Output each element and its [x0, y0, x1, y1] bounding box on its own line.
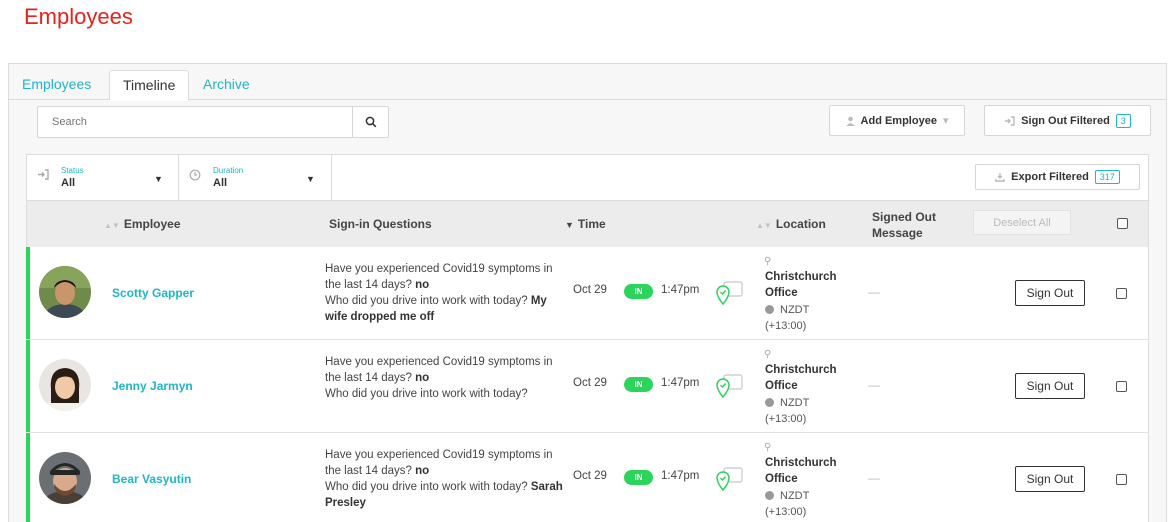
- sign-out-button[interactable]: Sign Out: [1015, 466, 1085, 492]
- employee-name[interactable]: Jenny Jarmyn: [112, 379, 193, 393]
- signed-out-message: —: [868, 378, 880, 392]
- globe-icon: [765, 305, 774, 314]
- tab-bar: Employees Timeline Archive: [9, 64, 1166, 101]
- map-pin-icon: ⚲: [764, 442, 772, 453]
- sign-in-questions: Have you experienced Covid19 symptoms in…: [325, 356, 553, 400]
- column-location[interactable]: ▲▼ Location: [756, 217, 826, 231]
- search-button[interactable]: [352, 106, 389, 138]
- row-status-bar: [26, 433, 30, 522]
- status-badge: IN: [624, 377, 653, 392]
- table-row: Bear Vasyutin Have you experienced Covid…: [26, 433, 1149, 522]
- status-badge: IN: [624, 284, 653, 299]
- export-filtered-count: 317: [1094, 170, 1120, 184]
- chevron-down-icon: ▾: [942, 115, 949, 127]
- status-filter-label: Status: [61, 166, 84, 175]
- duration-filter[interactable]: Duration All ▼: [179, 155, 332, 200]
- status-filter-value: All: [61, 177, 76, 189]
- sort-desc-icon: ▼: [565, 220, 574, 230]
- avatar: [39, 452, 91, 504]
- sign-out-icon: [1005, 115, 1015, 126]
- sign-in-questions: Have you experienced Covid19 symptoms in…: [325, 449, 563, 509]
- location-name: Christchurch Office: [765, 457, 837, 485]
- employees-panel: Employees Timeline Archive Add Employee …: [8, 63, 1167, 522]
- timezone: NZDT (+13:00): [765, 397, 810, 425]
- export-filtered-label: Export Filtered: [1011, 171, 1089, 183]
- search-icon: [365, 116, 376, 128]
- globe-icon: [765, 491, 774, 500]
- timezone: NZDT (+13:00): [765, 490, 810, 518]
- download-icon: [995, 173, 1005, 182]
- status-filter[interactable]: Status All ▼: [27, 155, 179, 200]
- avatar: [39, 266, 91, 318]
- column-questions: Sign-in Questions: [329, 217, 432, 231]
- sign-in-time: 1:47pm: [661, 470, 700, 482]
- status-badge: IN: [624, 470, 653, 485]
- caret-down-icon: ▼: [306, 174, 315, 184]
- sign-in-icon: [38, 169, 49, 180]
- timezone: NZDT (+13:00): [765, 304, 810, 332]
- sign-out-button[interactable]: Sign Out: [1015, 280, 1085, 306]
- add-employee-label: Add Employee: [860, 114, 937, 127]
- table-row: Scotty Gapper Have you experienced Covid…: [26, 247, 1149, 340]
- caret-down-icon: ▼: [154, 174, 163, 184]
- signed-out-message: —: [868, 471, 880, 485]
- sign-in-date: Oct 29: [573, 377, 607, 389]
- page-title: Employees: [24, 4, 133, 29]
- table-row: Jenny Jarmyn Have you experienced Covid1…: [26, 340, 1149, 433]
- sort-icon: ▲▼: [104, 221, 120, 230]
- location-verified-icon: [716, 467, 743, 491]
- sign-out-button[interactable]: Sign Out: [1015, 373, 1085, 399]
- location-name: Christchurch Office: [765, 364, 837, 392]
- location-verified-icon: [716, 374, 743, 398]
- location-name: Christchurch Office: [765, 271, 837, 299]
- tab-timeline[interactable]: Timeline: [109, 70, 190, 101]
- filter-bar: Status All ▼ Duration All ▼ Export Filte…: [26, 154, 1149, 201]
- employee-name[interactable]: Bear Vasyutin: [112, 472, 192, 486]
- row-checkbox[interactable]: [1116, 474, 1127, 485]
- column-signed-out-message: Signed Out Message: [872, 210, 936, 240]
- location-verified-icon: [716, 281, 743, 305]
- sign-in-questions: Have you experienced Covid19 symptoms in…: [325, 263, 553, 323]
- globe-icon: [765, 398, 774, 407]
- sign-in-date: Oct 29: [573, 470, 607, 482]
- export-filtered-button[interactable]: Export Filtered 317: [975, 164, 1140, 190]
- sign-in-time: 1:47pm: [661, 377, 700, 389]
- employee-name[interactable]: Scotty Gapper: [112, 286, 195, 300]
- column-time[interactable]: ▼ Time: [565, 217, 606, 231]
- row-status-bar: [26, 247, 30, 339]
- sign-out-filtered-label: Sign Out Filtered: [1021, 114, 1110, 127]
- user-icon: [846, 116, 855, 126]
- signed-out-message: —: [868, 285, 880, 299]
- sign-in-date: Oct 29: [573, 284, 607, 296]
- search-input[interactable]: [37, 106, 353, 138]
- clock-icon: [189, 169, 201, 181]
- map-pin-icon: ⚲: [764, 256, 772, 267]
- column-employee[interactable]: ▲▼ Employee: [104, 217, 181, 231]
- tab-archive[interactable]: Archive: [203, 76, 250, 92]
- row-checkbox[interactable]: [1116, 381, 1127, 392]
- duration-filter-label: Duration: [213, 166, 244, 175]
- sign-out-filtered-button[interactable]: Sign Out Filtered 3: [984, 105, 1151, 136]
- select-all-checkbox[interactable]: [1117, 218, 1128, 229]
- deselect-all-button[interactable]: Deselect All: [973, 210, 1071, 235]
- sign-out-filtered-count: 3: [1115, 113, 1131, 128]
- map-pin-icon: ⚲: [764, 349, 772, 360]
- table-header: ▲▼ Employee Sign-in Questions ▼ Time ▲▼ Loc…: [26, 201, 1149, 247]
- add-employee-button[interactable]: Add Employee ▾: [829, 105, 965, 136]
- sign-in-time: 1:47pm: [661, 284, 700, 296]
- row-status-bar: [26, 340, 30, 432]
- duration-filter-value: All: [213, 177, 228, 189]
- avatar: [39, 359, 91, 411]
- row-checkbox[interactable]: [1116, 288, 1127, 299]
- tab-employees[interactable]: Employees: [22, 76, 92, 92]
- sort-icon: ▲▼: [756, 221, 772, 230]
